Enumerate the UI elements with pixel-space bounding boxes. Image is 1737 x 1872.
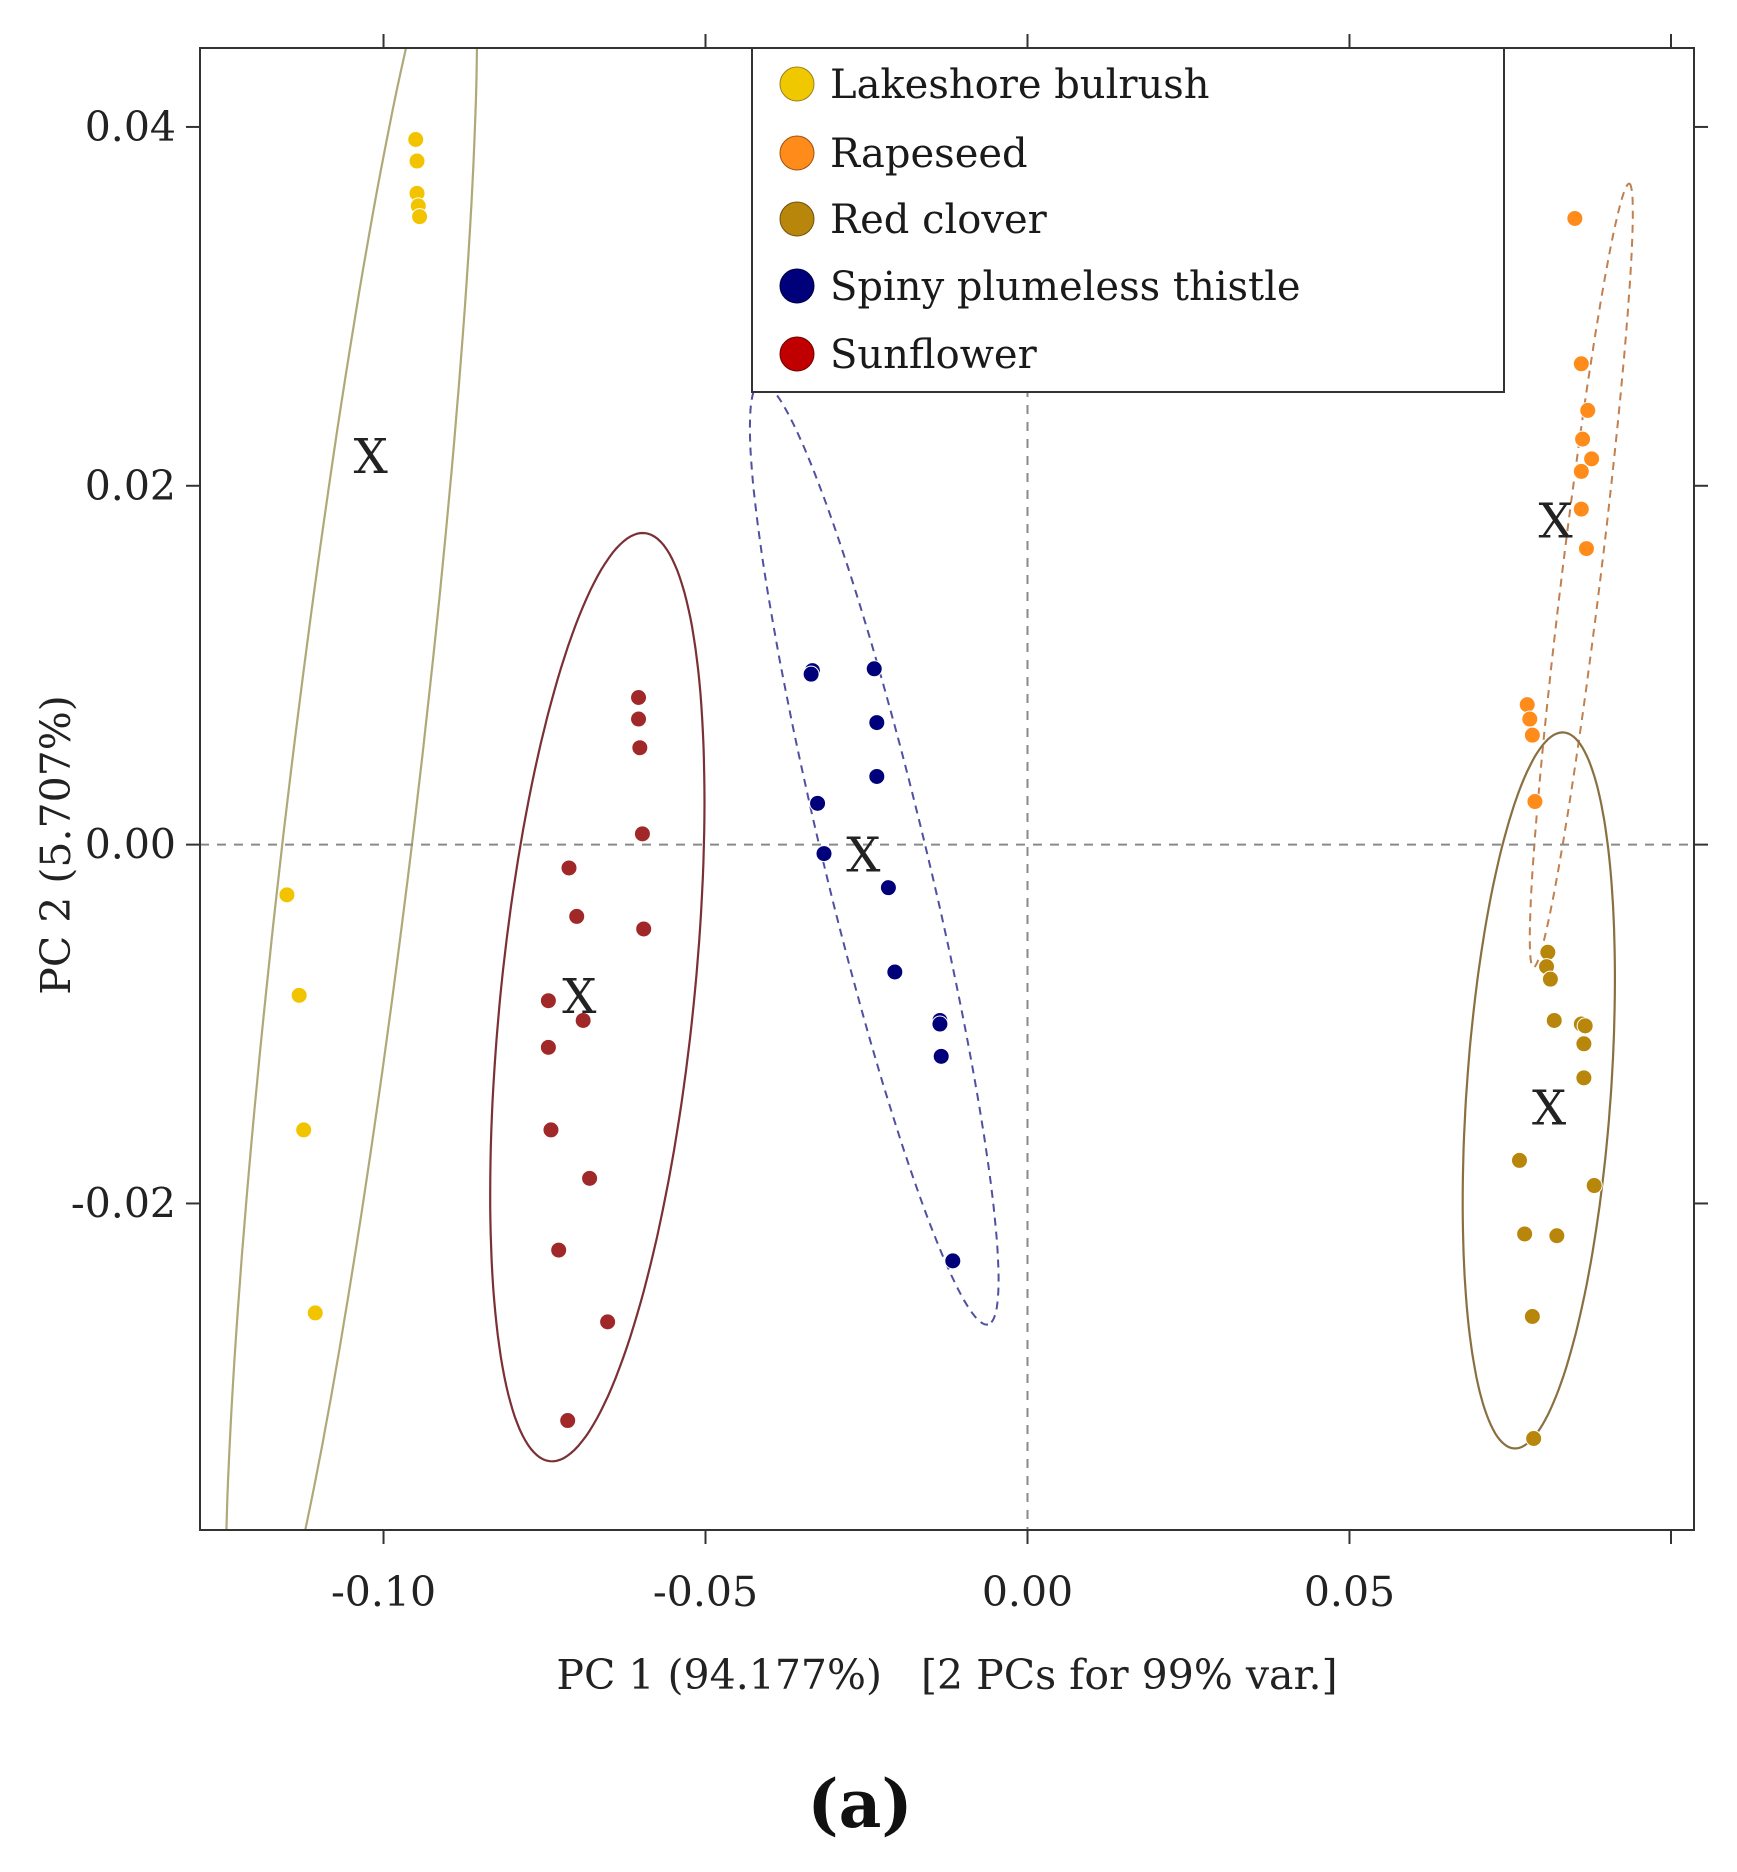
centroid-markers: X X X X X bbox=[354, 429, 1573, 1136]
data-point-lakeshore-bulrush bbox=[408, 152, 426, 170]
legend-label-sunflower: Sunflower bbox=[830, 332, 1038, 378]
legend-entry: Lakeshore bulrush bbox=[779, 62, 1210, 108]
data-point-sunflower bbox=[635, 920, 653, 938]
data-point-sunflower bbox=[559, 1412, 577, 1430]
y-tick-label: 0.00 bbox=[85, 821, 176, 869]
data-point-red-clover bbox=[1575, 1069, 1593, 1087]
x-tick-label: 0.00 bbox=[982, 1568, 1073, 1616]
data-point-spiny-plumeless-thistle bbox=[879, 879, 897, 897]
data-point-spiny-plumeless-thistle bbox=[931, 1015, 949, 1033]
legend: Lakeshore bulrush Rapeseed Red clover Sp… bbox=[751, 47, 1505, 393]
data-point-sunflower bbox=[581, 1169, 599, 1187]
y-tick-label: 0.02 bbox=[85, 462, 176, 510]
data-point-spiny-plumeless-thistle bbox=[809, 794, 827, 812]
data-point-sunflower bbox=[550, 1241, 568, 1259]
x-axis-label: PC 1 (94.177%) [2 PCs for 99% var.] bbox=[556, 1651, 1337, 1699]
data-point-spiny-plumeless-thistle bbox=[868, 767, 886, 785]
data-point-rapeseed bbox=[1521, 710, 1539, 728]
legend-entry: Spiny plumeless thistle bbox=[779, 264, 1301, 310]
confidence-ellipse-rapeseed bbox=[1528, 182, 1634, 969]
data-point-lakeshore-bulrush bbox=[306, 1304, 324, 1322]
data-point-red-clover bbox=[1575, 1035, 1593, 1053]
y-axis-label: PC 2 (5.707%) bbox=[32, 695, 80, 994]
centroid-marker-sunflower: X bbox=[562, 969, 596, 1025]
data-point-rapeseed bbox=[1523, 726, 1541, 744]
legend-label-rapeseed: Rapeseed bbox=[830, 131, 1028, 177]
legend-label-lakeshore-bulrush: Lakeshore bulrush bbox=[830, 62, 1210, 108]
data-point-lakeshore-bulrush bbox=[278, 886, 296, 904]
data-point-red-clover bbox=[1523, 1307, 1541, 1325]
x-tick-label: -0.05 bbox=[653, 1568, 758, 1616]
data-point-spiny-plumeless-thistle bbox=[886, 963, 904, 981]
data-point-spiny-plumeless-thistle bbox=[868, 714, 886, 732]
data-point-rapeseed bbox=[1572, 462, 1590, 480]
data-point-red-clover bbox=[1510, 1151, 1528, 1169]
confidence-ellipse-sunflower bbox=[489, 531, 706, 1463]
data-point-sunflower bbox=[560, 859, 578, 877]
data-point-red-clover bbox=[1539, 943, 1557, 961]
data-point-sunflower bbox=[631, 739, 649, 757]
data-point-red-clover bbox=[1541, 970, 1559, 988]
centroid-marker-spiny-plumeless-thistle: X bbox=[846, 827, 880, 883]
data-point-red-clover bbox=[1576, 1017, 1594, 1035]
data-point-spiny-plumeless-thistle bbox=[865, 660, 883, 678]
legend-marker-lakeshore-bulrush bbox=[779, 66, 815, 102]
data-point-sunflower bbox=[542, 1121, 560, 1139]
data-point-spiny-plumeless-thistle bbox=[802, 665, 820, 683]
data-point-spiny-plumeless-thistle bbox=[944, 1252, 962, 1270]
data-point-rapeseed bbox=[1572, 355, 1590, 373]
data-point-red-clover bbox=[1545, 1011, 1563, 1029]
legend-marker-sunflower bbox=[779, 336, 815, 372]
confidence-ellipse-lakeshore-bulrush bbox=[225, 48, 479, 1530]
data-point-sunflower bbox=[630, 688, 648, 706]
data-point-red-clover bbox=[1548, 1227, 1566, 1245]
legend-marker-spiny-plumeless-thistle bbox=[779, 268, 815, 304]
data-point-spiny-plumeless-thistle bbox=[932, 1047, 950, 1065]
data-point-sunflower bbox=[633, 825, 651, 843]
data-point-rapeseed bbox=[1579, 401, 1597, 419]
data-point-rapeseed bbox=[1572, 500, 1590, 518]
data-point-sunflower bbox=[539, 992, 557, 1010]
data-point-red-clover bbox=[1585, 1177, 1603, 1195]
data-point-lakeshore-bulrush bbox=[290, 986, 308, 1004]
panel-label: (a) bbox=[807, 1765, 912, 1843]
data-point-sunflower bbox=[630, 710, 648, 728]
data-point-lakeshore-bulrush bbox=[407, 131, 425, 149]
legend-entry: Rapeseed bbox=[779, 131, 1028, 177]
centroid-marker-lakeshore-bulrush: X bbox=[354, 429, 388, 485]
centroid-marker-red-clover: X bbox=[1532, 1080, 1566, 1136]
data-point-rapeseed bbox=[1526, 793, 1544, 811]
confidence-ellipse-red-clover bbox=[1461, 731, 1616, 1450]
legend-entry: Red clover bbox=[779, 197, 1048, 243]
data-point-red-clover bbox=[1516, 1225, 1534, 1243]
centroid-marker-rapeseed: X bbox=[1538, 494, 1572, 550]
data-point-lakeshore-bulrush bbox=[295, 1121, 313, 1139]
data-point-rapeseed bbox=[1577, 540, 1595, 558]
legend-marker-red-clover bbox=[779, 201, 815, 237]
data-point-spiny-plumeless-thistle bbox=[815, 845, 833, 863]
x-tick-label: 0.05 bbox=[1304, 1568, 1395, 1616]
data-point-rapeseed bbox=[1518, 696, 1536, 714]
data-point-lakeshore-bulrush bbox=[411, 208, 429, 226]
data-point-rapeseed bbox=[1566, 209, 1584, 227]
data-point-red-clover bbox=[1525, 1429, 1543, 1447]
data-point-rapeseed bbox=[1574, 430, 1592, 448]
legend-marker-rapeseed bbox=[779, 135, 815, 171]
data-point-sunflower bbox=[539, 1038, 557, 1056]
data-points bbox=[278, 131, 1603, 1447]
x-tick-label: -0.10 bbox=[331, 1568, 436, 1616]
legend-label-red-clover: Red clover bbox=[830, 197, 1048, 243]
axis-ticks: -0.10 -0.05 0.00 0.05 0.04 0.02 0.00 -0.02 bbox=[71, 34, 1708, 1616]
legend-label-spiny-plumeless-thistle: Spiny plumeless thistle bbox=[830, 264, 1301, 310]
data-point-sunflower bbox=[574, 1011, 592, 1029]
legend-entry: Sunflower bbox=[779, 332, 1038, 378]
legend-box bbox=[751, 47, 1505, 393]
y-tick-label: -0.02 bbox=[71, 1179, 176, 1227]
data-point-sunflower bbox=[599, 1313, 617, 1331]
y-tick-label: 0.04 bbox=[85, 103, 176, 151]
data-point-sunflower bbox=[568, 907, 586, 925]
data-point-rapeseed bbox=[1583, 450, 1601, 468]
